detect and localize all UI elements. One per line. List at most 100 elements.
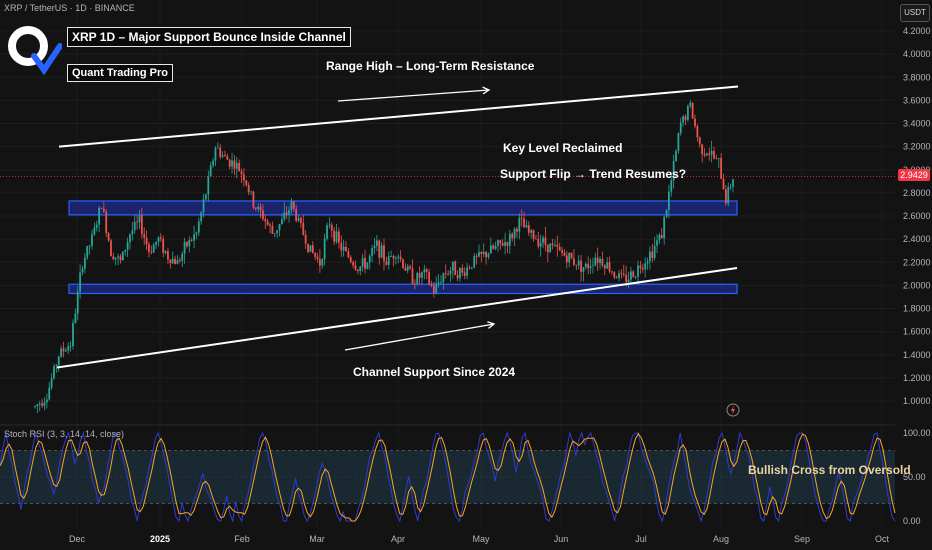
candle-body (489, 245, 492, 254)
candle-body (603, 265, 606, 269)
candle-body (273, 232, 276, 234)
candle-body (696, 126, 699, 138)
candle-body (126, 242, 129, 250)
candle-body (732, 179, 734, 187)
candle-body (212, 160, 214, 166)
candle-body (466, 267, 468, 276)
candle-body (570, 252, 573, 259)
candle-body (114, 257, 117, 260)
candle-body (48, 387, 51, 400)
candle-body (200, 212, 203, 222)
candle-body (60, 348, 63, 357)
candle-body (651, 251, 654, 259)
candle-body (314, 252, 317, 257)
candle-body (266, 221, 269, 225)
support-arrow-head (487, 321, 496, 329)
candle-body (708, 153, 711, 155)
candle-body (523, 218, 525, 228)
stoch-rsi-pane: 100.00 50.00 0.00 (0, 428, 931, 526)
candle-body (390, 256, 393, 257)
candle-body (371, 248, 374, 256)
candle-body (644, 263, 647, 270)
candle-body (205, 194, 207, 200)
candle-body (672, 161, 675, 181)
candle-body (447, 273, 450, 275)
candle-body (288, 210, 290, 215)
candle-body (69, 346, 72, 347)
candle-body (378, 240, 381, 258)
candle-body (76, 291, 79, 314)
candle-body (83, 257, 86, 269)
candle-body (679, 122, 682, 134)
candle-body (660, 234, 663, 239)
stoch-d-line (0, 432, 896, 522)
candle-body (359, 266, 362, 271)
candle-body (131, 230, 134, 235)
price-tick-label: 3.2000 (903, 142, 931, 152)
candles (0, 100, 895, 413)
quant-logo-icon (8, 26, 62, 76)
candle-body (456, 274, 459, 279)
candle-body (129, 234, 131, 243)
candle-body (710, 151, 713, 155)
candle-body (494, 245, 497, 249)
candle-body (373, 245, 376, 249)
support-flip-label: Support Flip → Trend Resumes? (500, 167, 687, 181)
candle-body (444, 273, 447, 275)
candle-body (112, 256, 115, 260)
currency-button[interactable]: USDT (900, 4, 930, 22)
candle-body (440, 282, 442, 284)
candle-body (62, 348, 65, 352)
alert-icon[interactable] (726, 403, 740, 417)
candle-body (430, 283, 433, 286)
candle-body (470, 267, 473, 268)
candle-body (596, 257, 599, 263)
candle-body (703, 154, 706, 156)
candle-body (105, 211, 108, 234)
price-tick-label: 2.6000 (903, 211, 931, 221)
candle-body (304, 234, 307, 244)
range-high-label: Range High – Long-Term Resistance (326, 59, 535, 73)
candle-body (347, 251, 350, 258)
channel-upper-line (58, 85, 739, 148)
candle-body (81, 268, 84, 273)
candle-body (368, 255, 371, 263)
candle-body (689, 102, 692, 106)
time-tick-label: Mar (309, 534, 325, 544)
candle-body (110, 240, 112, 257)
candle-body (88, 245, 91, 247)
candle-body (634, 276, 637, 278)
candle-body (356, 269, 359, 271)
candle-body (437, 282, 440, 284)
time-tick-label: Aug (713, 534, 729, 544)
candle-body (243, 174, 245, 181)
channel-lower-line (56, 267, 738, 369)
candle-body (297, 217, 300, 221)
last-price-tag: 2.9429 (898, 169, 930, 181)
candle-body (323, 238, 326, 260)
candle-body (539, 242, 542, 247)
price-tick-label: 3.8000 (903, 72, 931, 82)
candle-body (715, 158, 718, 160)
candle-body (64, 350, 67, 352)
candle-body (311, 245, 314, 253)
candle-body (632, 271, 635, 278)
candle-body (107, 233, 110, 241)
candle-body (584, 263, 587, 268)
candle-body (423, 269, 426, 273)
candle-body (392, 256, 395, 259)
candle-body (259, 206, 262, 211)
candle-body (333, 230, 336, 242)
candle-body (518, 217, 521, 232)
candle-body (53, 366, 55, 379)
candle-body (580, 260, 582, 272)
candle-body (684, 116, 687, 120)
candle-body (271, 226, 274, 234)
candle-body (394, 257, 397, 259)
support-zone (68, 200, 738, 216)
candle-body (231, 160, 233, 167)
candle-body (656, 240, 658, 246)
candle-body (145, 237, 148, 245)
candle-body (618, 273, 620, 279)
candle-body (43, 402, 46, 406)
